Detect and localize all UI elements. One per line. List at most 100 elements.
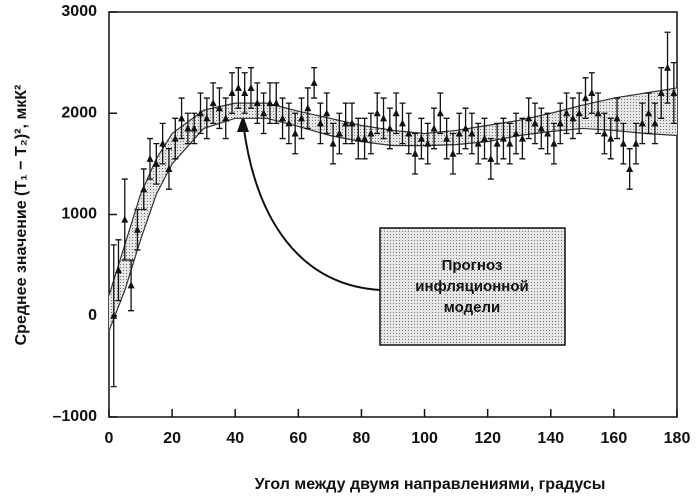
data-point (607, 134, 615, 142)
data-point (398, 119, 406, 127)
band-fill (613, 93, 646, 134)
data-point (241, 89, 249, 96)
data-point (197, 109, 205, 117)
annotation: Прогноз инфляционной модели (415, 257, 528, 316)
data-point (323, 109, 331, 117)
data-point (575, 109, 583, 117)
data-point (222, 114, 230, 122)
data-point (392, 109, 400, 117)
data-point (304, 104, 312, 112)
x-tick-label: 20 (163, 430, 181, 447)
band-fill (235, 103, 267, 119)
x-tick-label: 80 (353, 430, 371, 447)
data-point (632, 139, 640, 147)
data-point (272, 99, 280, 107)
data-point (487, 154, 495, 162)
data-point (405, 129, 413, 137)
data-point (133, 225, 141, 233)
x-tick-label: 140 (537, 430, 564, 447)
data-point (563, 109, 571, 117)
band-upper (108, 87, 678, 296)
data-point (279, 114, 287, 122)
data-point (670, 89, 678, 96)
data-point (228, 89, 236, 96)
band-fill (361, 125, 393, 146)
data-point (525, 114, 533, 122)
x-axis-label: Угол между двумя направлениями, градусы (255, 476, 606, 493)
data-point (247, 83, 255, 91)
data-point (449, 149, 457, 157)
data-point (348, 119, 356, 127)
data-point (178, 114, 186, 122)
data-point (152, 159, 160, 167)
data-point (493, 139, 501, 147)
arrow-head (237, 115, 249, 132)
data-point (361, 134, 369, 142)
data-point (127, 281, 135, 289)
y-tick-label: 3000 (61, 3, 97, 20)
data-point (316, 119, 324, 127)
band-fill (124, 194, 141, 291)
data-point (285, 119, 293, 127)
data-point (310, 78, 318, 86)
data-point (367, 129, 375, 137)
data-point (121, 215, 129, 223)
data-point (430, 124, 438, 132)
data-point (531, 119, 539, 127)
data-point (354, 134, 362, 142)
y-axis-label: Среднее значение (T₁ − T₂)², мкК² (13, 85, 30, 346)
band-fill (424, 130, 457, 146)
data-point (171, 134, 179, 142)
annotation-text: инфляционной (415, 278, 528, 295)
data-point (335, 129, 343, 137)
data-point (569, 114, 577, 122)
data-point (619, 139, 627, 147)
data-point (329, 139, 337, 147)
x-tick-label: 40 (226, 430, 244, 447)
x-tick-label: 60 (289, 430, 307, 447)
data-point (297, 114, 305, 122)
y-tick-label: 1000 (61, 206, 97, 223)
data-point (209, 99, 217, 107)
data-point (234, 83, 242, 91)
data-point (588, 89, 596, 96)
data-point (657, 89, 665, 96)
data-point (424, 139, 432, 147)
data-point (190, 124, 198, 132)
data-point (114, 266, 122, 274)
y-tick-label: 2000 (61, 104, 97, 121)
data-point (556, 119, 564, 127)
data-point (613, 114, 621, 122)
data-point (380, 114, 388, 122)
data-point (506, 139, 514, 147)
annotation-text: модели (444, 299, 500, 316)
data-point (638, 119, 646, 127)
data-point (600, 129, 608, 137)
annotation-box (379, 227, 566, 346)
data-point (110, 311, 118, 319)
x-tick-label: 160 (601, 430, 628, 447)
data-point (266, 99, 274, 107)
data-point (165, 164, 173, 172)
data-point (462, 124, 470, 132)
data-point (518, 134, 526, 142)
data-point (651, 119, 659, 127)
x-tick-label: 100 (411, 430, 438, 447)
data-point (184, 124, 192, 132)
data-point (664, 63, 672, 71)
data-point (626, 164, 634, 172)
data-point (645, 109, 653, 117)
band-lower (108, 117, 678, 332)
x-tick-label: 180 (664, 430, 691, 447)
annotation-arrow (242, 121, 381, 291)
data-point (455, 129, 463, 137)
data-point (386, 124, 394, 132)
y-tick-label: –1000 (53, 408, 98, 425)
x-tick-label: 120 (474, 430, 501, 447)
data-point (537, 124, 545, 132)
data-point (581, 94, 589, 102)
x-tick-label: 0 (105, 430, 114, 447)
data-point (417, 134, 425, 142)
data-point (468, 129, 476, 137)
annotation-text: Прогноз (442, 257, 503, 274)
